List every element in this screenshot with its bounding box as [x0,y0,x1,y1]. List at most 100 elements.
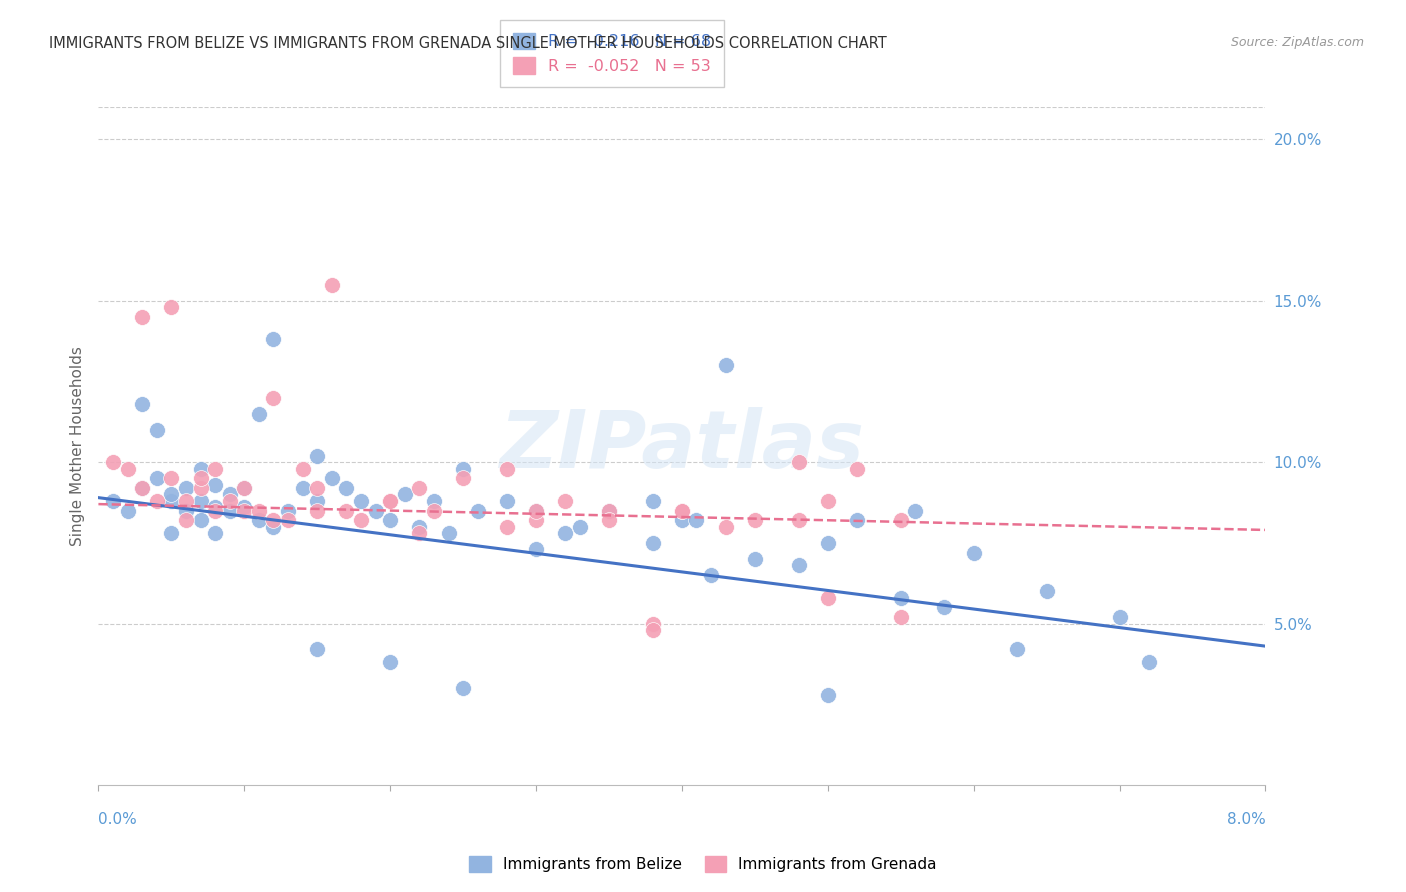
Point [845,513,868,527]
Point [262,391,284,405]
Point [307,503,329,517]
Text: ZIPatlas: ZIPatlas [499,407,865,485]
Point [408,526,430,541]
Point [247,513,270,527]
Point [380,513,402,527]
Point [262,513,284,527]
Point [554,526,576,541]
Point [174,513,197,527]
Point [350,513,373,527]
Point [451,471,474,485]
Point [380,655,402,669]
Point [817,688,839,702]
Point [685,513,707,527]
Point [291,461,314,475]
Point [307,449,329,463]
Point [890,513,912,527]
Point [524,503,547,517]
Point [101,455,124,469]
Point [233,481,256,495]
Point [190,494,212,508]
Point [117,461,139,475]
Point [714,359,737,373]
Point [598,503,620,517]
Legend: Immigrants from Belize, Immigrants from Grenada: Immigrants from Belize, Immigrants from … [461,848,945,880]
Point [247,407,270,421]
Point [321,471,343,485]
Point [423,503,446,517]
Point [524,503,547,517]
Point [714,519,737,533]
Point [641,494,664,508]
Y-axis label: Single Mother Households: Single Mother Households [69,346,84,546]
Point [131,481,153,495]
Point [1007,642,1029,657]
Point [467,503,489,517]
Point [233,481,256,495]
Point [131,481,153,495]
Point [934,600,956,615]
Point [174,494,197,508]
Point [190,481,212,495]
Point [451,681,474,695]
Point [568,519,591,533]
Point [598,503,620,517]
Point [423,494,446,508]
Point [787,455,810,469]
Point [190,513,212,527]
Point [233,500,256,515]
Point [817,494,839,508]
Point [890,591,912,605]
Point [146,471,169,485]
Point [174,503,197,517]
Point [394,487,416,501]
Point [641,623,664,637]
Point [817,591,839,605]
Point [904,503,927,517]
Point [641,536,664,550]
Point [364,503,387,517]
Point [307,481,329,495]
Point [204,477,226,491]
Legend: R =  -0.216   N = 68, R =  -0.052   N = 53: R = -0.216 N = 68, R = -0.052 N = 53 [501,21,724,87]
Point [787,558,810,573]
Point [962,545,984,559]
Point [408,519,430,533]
Point [641,616,664,631]
Point [496,494,519,508]
Point [131,397,153,411]
Point [204,461,226,475]
Point [598,513,620,527]
Point [554,494,576,508]
Point [160,494,183,508]
Point [277,513,299,527]
Point [160,471,183,485]
Point [160,487,183,501]
Point [291,481,314,495]
Point [190,461,212,475]
Point [131,310,153,324]
Point [1035,584,1057,599]
Point [101,494,124,508]
Point [204,526,226,541]
Point [451,461,474,475]
Point [744,513,766,527]
Point [380,494,402,508]
Point [335,481,357,495]
Point [262,519,284,533]
Point [817,536,839,550]
Text: 0.0%: 0.0% [98,812,138,827]
Point [890,610,912,624]
Point [307,494,329,508]
Point [350,494,373,508]
Point [787,513,810,527]
Point [335,503,357,517]
Point [1137,655,1160,669]
Point [671,503,693,517]
Point [496,461,519,475]
Text: IMMIGRANTS FROM BELIZE VS IMMIGRANTS FROM GRENADA SINGLE MOTHER HOUSEHOLDS CORRE: IMMIGRANTS FROM BELIZE VS IMMIGRANTS FRO… [49,36,887,51]
Point [496,519,519,533]
Point [1108,610,1130,624]
Point [262,333,284,347]
Point [744,552,766,566]
